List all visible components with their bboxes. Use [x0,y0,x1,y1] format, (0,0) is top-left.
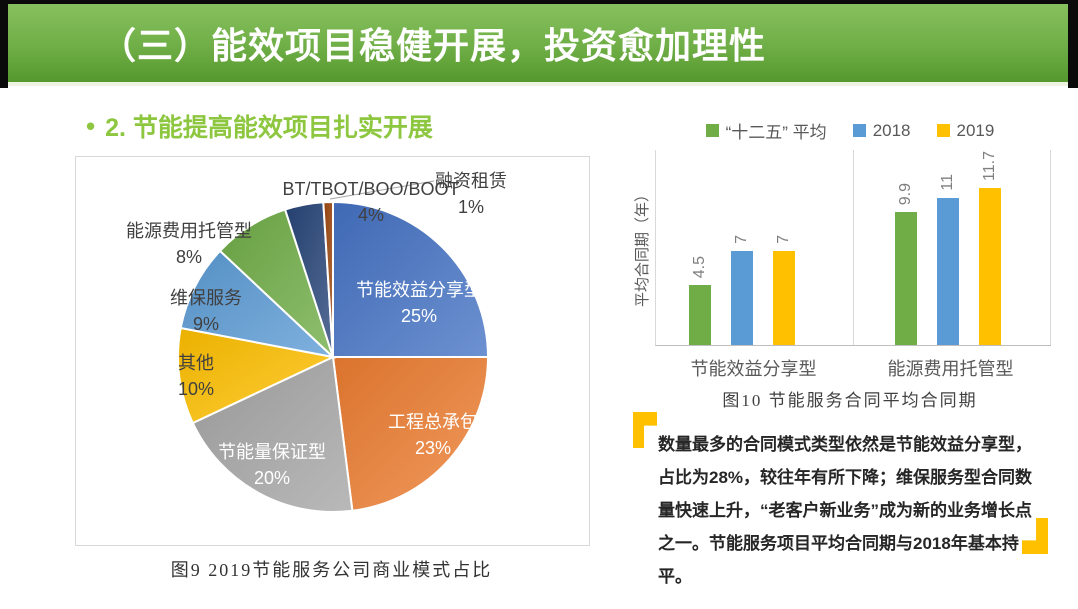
frame-right-edge [1068,0,1078,88]
pie-slice-pct: 4% [357,205,385,225]
page-title: （三）能效项目稳健开展，投资愈加理性 [100,25,767,66]
frame-top-edge [0,0,1078,4]
pie-label-finance-leasing: 融资租赁 1% [435,168,507,220]
bar-value-label: 11.7 [981,151,998,181]
pie-slice-label: 融资租赁 [435,171,507,191]
section-subtitle-label: 2. 节能提高能效项目扎实开展 [105,114,433,142]
bar-节能效益分享型-2018 [731,251,753,345]
bar-能源费用托管型-2019 [979,188,1001,345]
bar-能源费用托管型-“十二五” 平均 [895,212,917,345]
pie-slice-0 [332,200,490,358]
pie-slice-label: 节能效益分享型 [356,280,482,300]
legend-label: “十二五” 平均 [725,123,827,142]
pie-slice-pct: 25% [400,306,438,326]
bar-value-label: 7 [733,235,750,244]
legend-item-125-average: “十二五” 平均 [705,118,827,143]
bar-chart-legend: “十二五” 平均 2018 2019 [650,118,1050,143]
pie-slice-4 [179,249,337,359]
pie-slice-label: 能源费用托管型 [126,221,252,241]
pie-slice-pct: 1% [457,197,484,217]
pie-label-maintenance-service: 维保服务 9% [170,285,242,337]
note-paragraph: 数量最多的合同模式类型依然是节能效益分享型，占比为28%，较往年有所下降；维保服… [658,435,1033,586]
quote-open-icon [633,412,657,448]
pie-slice-label: BT/TBOT/BOO/BOOT [282,179,460,199]
slide-header-banner: （三）能效项目稳健开展，投资愈加理性 [8,4,1068,86]
legend-swatch-blue-icon [852,124,866,137]
pie-slice-pct: 23% [414,438,452,458]
legend-item-2018: 2018 [852,120,911,141]
pie-slice-1 [331,356,490,512]
legend-label: 2019 [956,120,995,140]
pie-slice-pct: 8% [175,247,202,267]
frame-left-edge [0,0,8,88]
pie-label-other: 其他 10% [178,350,214,402]
bar-chart-y-axis-label: 平均合同期（年） [634,187,651,308]
bar-节能效益分享型-2019 [773,251,795,345]
pie-chart [176,180,490,514]
bar-category-label-1: 能源费用托管型 [887,359,1014,379]
legend-item-2019: 2019 [936,120,995,141]
figure10-caption: 图10 节能服务合同平均合同期 [722,391,978,410]
leader-line [329,180,435,200]
pie-label-energy-saving-guarantee: 节能量保证型 20% [218,439,326,491]
bar-能源费用托管型-2018 [937,198,959,345]
pie-slice-label: 节能量保证型 [218,442,326,462]
bar-value-label: 4.5 [691,255,708,278]
pie-slice-3 [176,326,337,425]
bar-节能效益分享型-“十二五” 平均 [689,285,711,345]
category-divider-line [853,150,854,345]
pie-label-energy-cost-trusteeship: 能源费用托管型 8% [126,218,252,270]
pie-slice-label: 维保服务 [170,288,242,308]
legend-label: 2018 [872,120,911,140]
pie-label-epc: 工程总承包 23% [388,409,478,461]
bar-category-label-0: 节能效益分享型 [690,359,817,379]
pie-slice-2 [191,355,354,514]
bar-value-label: 7 [775,235,792,244]
pie-label-bt-tbot-boo-boot: BT/TBOT/BOO/BOOT 4% [282,176,459,228]
bullet-icon: • [86,110,96,141]
pie-slice-label: 其他 [178,353,214,373]
pie-slice-label: 工程总承包 [388,412,478,432]
legend-swatch-green-icon [705,124,719,137]
legend-swatch-yellow-icon [936,124,950,137]
pie-label-energy-benefit-sharing: 节能效益分享型 25% [356,277,482,329]
pie-slice-pct: 9% [192,314,219,334]
bar-value-label: 11 [939,174,956,191]
pie-slice-pct: 20% [253,468,291,488]
pie-slice-pct: 10% [177,379,215,399]
section-subtitle: • 2. 节能提高能效项目扎实开展 [86,108,433,144]
bar-value-label: 9.9 [897,182,914,205]
pie-slice-7 [322,200,334,358]
pie-chart-panel: 节能效益分享型 25% 工程总承包 23% 节能量保证型 20% 其他 10% … [75,156,590,546]
figure9-caption: 图9 2019节能服务公司商业模式占比 [170,560,493,580]
plot-right-border-line [1050,150,1051,345]
bar-chart-plot-area: 4.5 9.9 7 11 7 11.7 [655,150,1051,346]
